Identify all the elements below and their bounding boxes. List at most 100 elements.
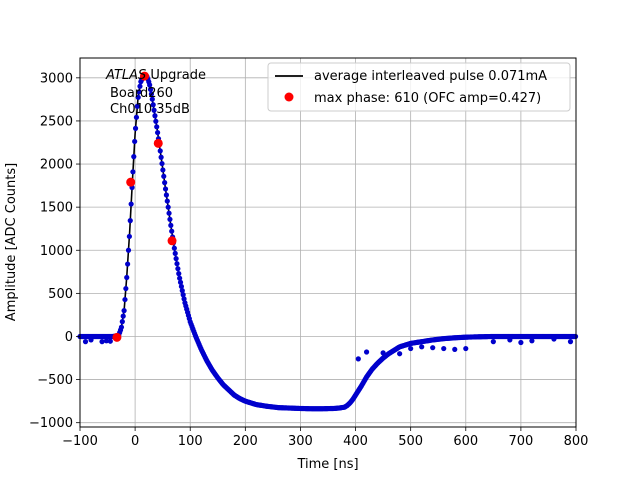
x-tick-label: 200 xyxy=(233,434,258,449)
sample-point xyxy=(380,350,386,356)
legend-marker-swatch xyxy=(284,92,294,102)
sample-point xyxy=(169,228,175,234)
plot-frame xyxy=(79,57,577,428)
sample-point xyxy=(174,261,180,267)
sample-point xyxy=(88,337,94,343)
sample-point xyxy=(176,271,182,277)
sample-point xyxy=(136,89,142,95)
legend-marker-label: max phase: 610 (OFC amp=0.427) xyxy=(314,91,541,106)
y-tick-label: 500 xyxy=(48,287,73,302)
max-phase-marker xyxy=(139,71,149,81)
sample-point xyxy=(125,247,132,253)
sample-point xyxy=(119,319,125,325)
sample-point xyxy=(158,154,164,160)
sample-point xyxy=(132,125,139,131)
sample-point xyxy=(148,91,155,97)
sample-point xyxy=(168,222,174,228)
sample-point xyxy=(397,351,403,357)
y-tick-label: 2000 xyxy=(40,158,73,173)
sample-point xyxy=(177,279,184,285)
sample-point xyxy=(137,83,143,89)
sample-point xyxy=(567,339,574,345)
sample-point xyxy=(177,275,183,281)
channel-label: Ch010 35dB xyxy=(110,102,190,117)
max-phase-markers-layer xyxy=(112,71,177,342)
sample-point xyxy=(441,345,447,352)
sample-point xyxy=(162,186,169,192)
sample-point xyxy=(126,233,132,240)
sample-point xyxy=(99,339,105,345)
max-phase-marker xyxy=(112,332,122,342)
x-tick-label: 600 xyxy=(453,434,478,449)
sample-point xyxy=(107,338,113,344)
sample-point xyxy=(166,210,172,216)
sample-point xyxy=(154,124,160,130)
y-tick-label: 1000 xyxy=(40,244,73,259)
sample-point xyxy=(154,129,161,136)
sample-point xyxy=(133,114,140,120)
sample-point xyxy=(430,345,436,351)
sample-point xyxy=(159,160,165,167)
x-axis-title: Time [ns] xyxy=(296,457,358,472)
x-tick-label: 800 xyxy=(564,434,589,449)
sample-point xyxy=(490,339,496,345)
sample-point xyxy=(157,148,163,154)
sample-point xyxy=(363,349,370,355)
sample-point xyxy=(529,338,535,344)
y-tick-label: 2500 xyxy=(40,114,73,129)
sample-point xyxy=(118,324,125,330)
sample-point xyxy=(163,192,170,198)
sample-point xyxy=(175,266,181,272)
sample-point xyxy=(507,337,513,343)
y-tick-label: −500 xyxy=(37,373,73,388)
sample-point xyxy=(419,344,425,350)
sample-point xyxy=(121,308,127,314)
sample-point xyxy=(178,283,185,290)
max-phase-marker xyxy=(126,177,136,187)
sample-point xyxy=(149,96,155,102)
sample-point xyxy=(120,313,126,319)
x-tick-label: 300 xyxy=(288,434,313,449)
ticks: −100 0 100 200 300 400 500 600 700 800−1000−50005… xyxy=(29,71,588,449)
sample-point xyxy=(167,216,173,222)
sample-point xyxy=(128,201,134,207)
sample-point xyxy=(160,167,166,173)
sample-point xyxy=(135,94,141,100)
sample-point xyxy=(124,274,130,281)
sample-point xyxy=(122,296,128,303)
legend: average interleaved pulse 0.071mA max ph… xyxy=(267,62,571,112)
sample-point xyxy=(152,113,158,119)
sample-point xyxy=(161,173,167,179)
sample-point xyxy=(180,292,186,298)
x-tick-label: 0 xyxy=(131,434,139,449)
sample-point xyxy=(518,339,524,346)
x-tick-label: 700 xyxy=(508,434,533,449)
sample-point xyxy=(82,339,89,345)
sample-point xyxy=(127,218,133,224)
sample-point xyxy=(162,180,168,186)
sample-point xyxy=(164,198,170,204)
sample-point xyxy=(123,285,129,292)
sample-point xyxy=(151,107,157,113)
sample-point xyxy=(134,103,140,109)
upgrade-label: Upgrade xyxy=(146,68,206,83)
sample-point xyxy=(181,296,187,302)
x-tick-label: 500 xyxy=(398,434,423,449)
sample-point xyxy=(355,356,361,362)
sample-point xyxy=(452,346,458,353)
sample-point xyxy=(171,245,177,251)
y-tick-label: 3000 xyxy=(40,71,73,86)
y-axis-title: Amplitude [ADC Counts] xyxy=(4,163,19,321)
sample-point xyxy=(150,102,156,108)
x-tick-label: −100 xyxy=(62,434,98,449)
sample-point xyxy=(408,345,414,352)
atlas-annotation: ATLAS Upgrade Board260 Ch010 35dB xyxy=(105,68,206,117)
x-tick-label: 400 xyxy=(343,434,368,449)
sample-point xyxy=(551,336,557,342)
sample-point xyxy=(130,169,136,175)
sample-point xyxy=(165,204,171,210)
sample-point xyxy=(125,261,131,267)
max-phase-marker xyxy=(167,236,177,246)
x-tick-label: 100 xyxy=(178,434,203,449)
